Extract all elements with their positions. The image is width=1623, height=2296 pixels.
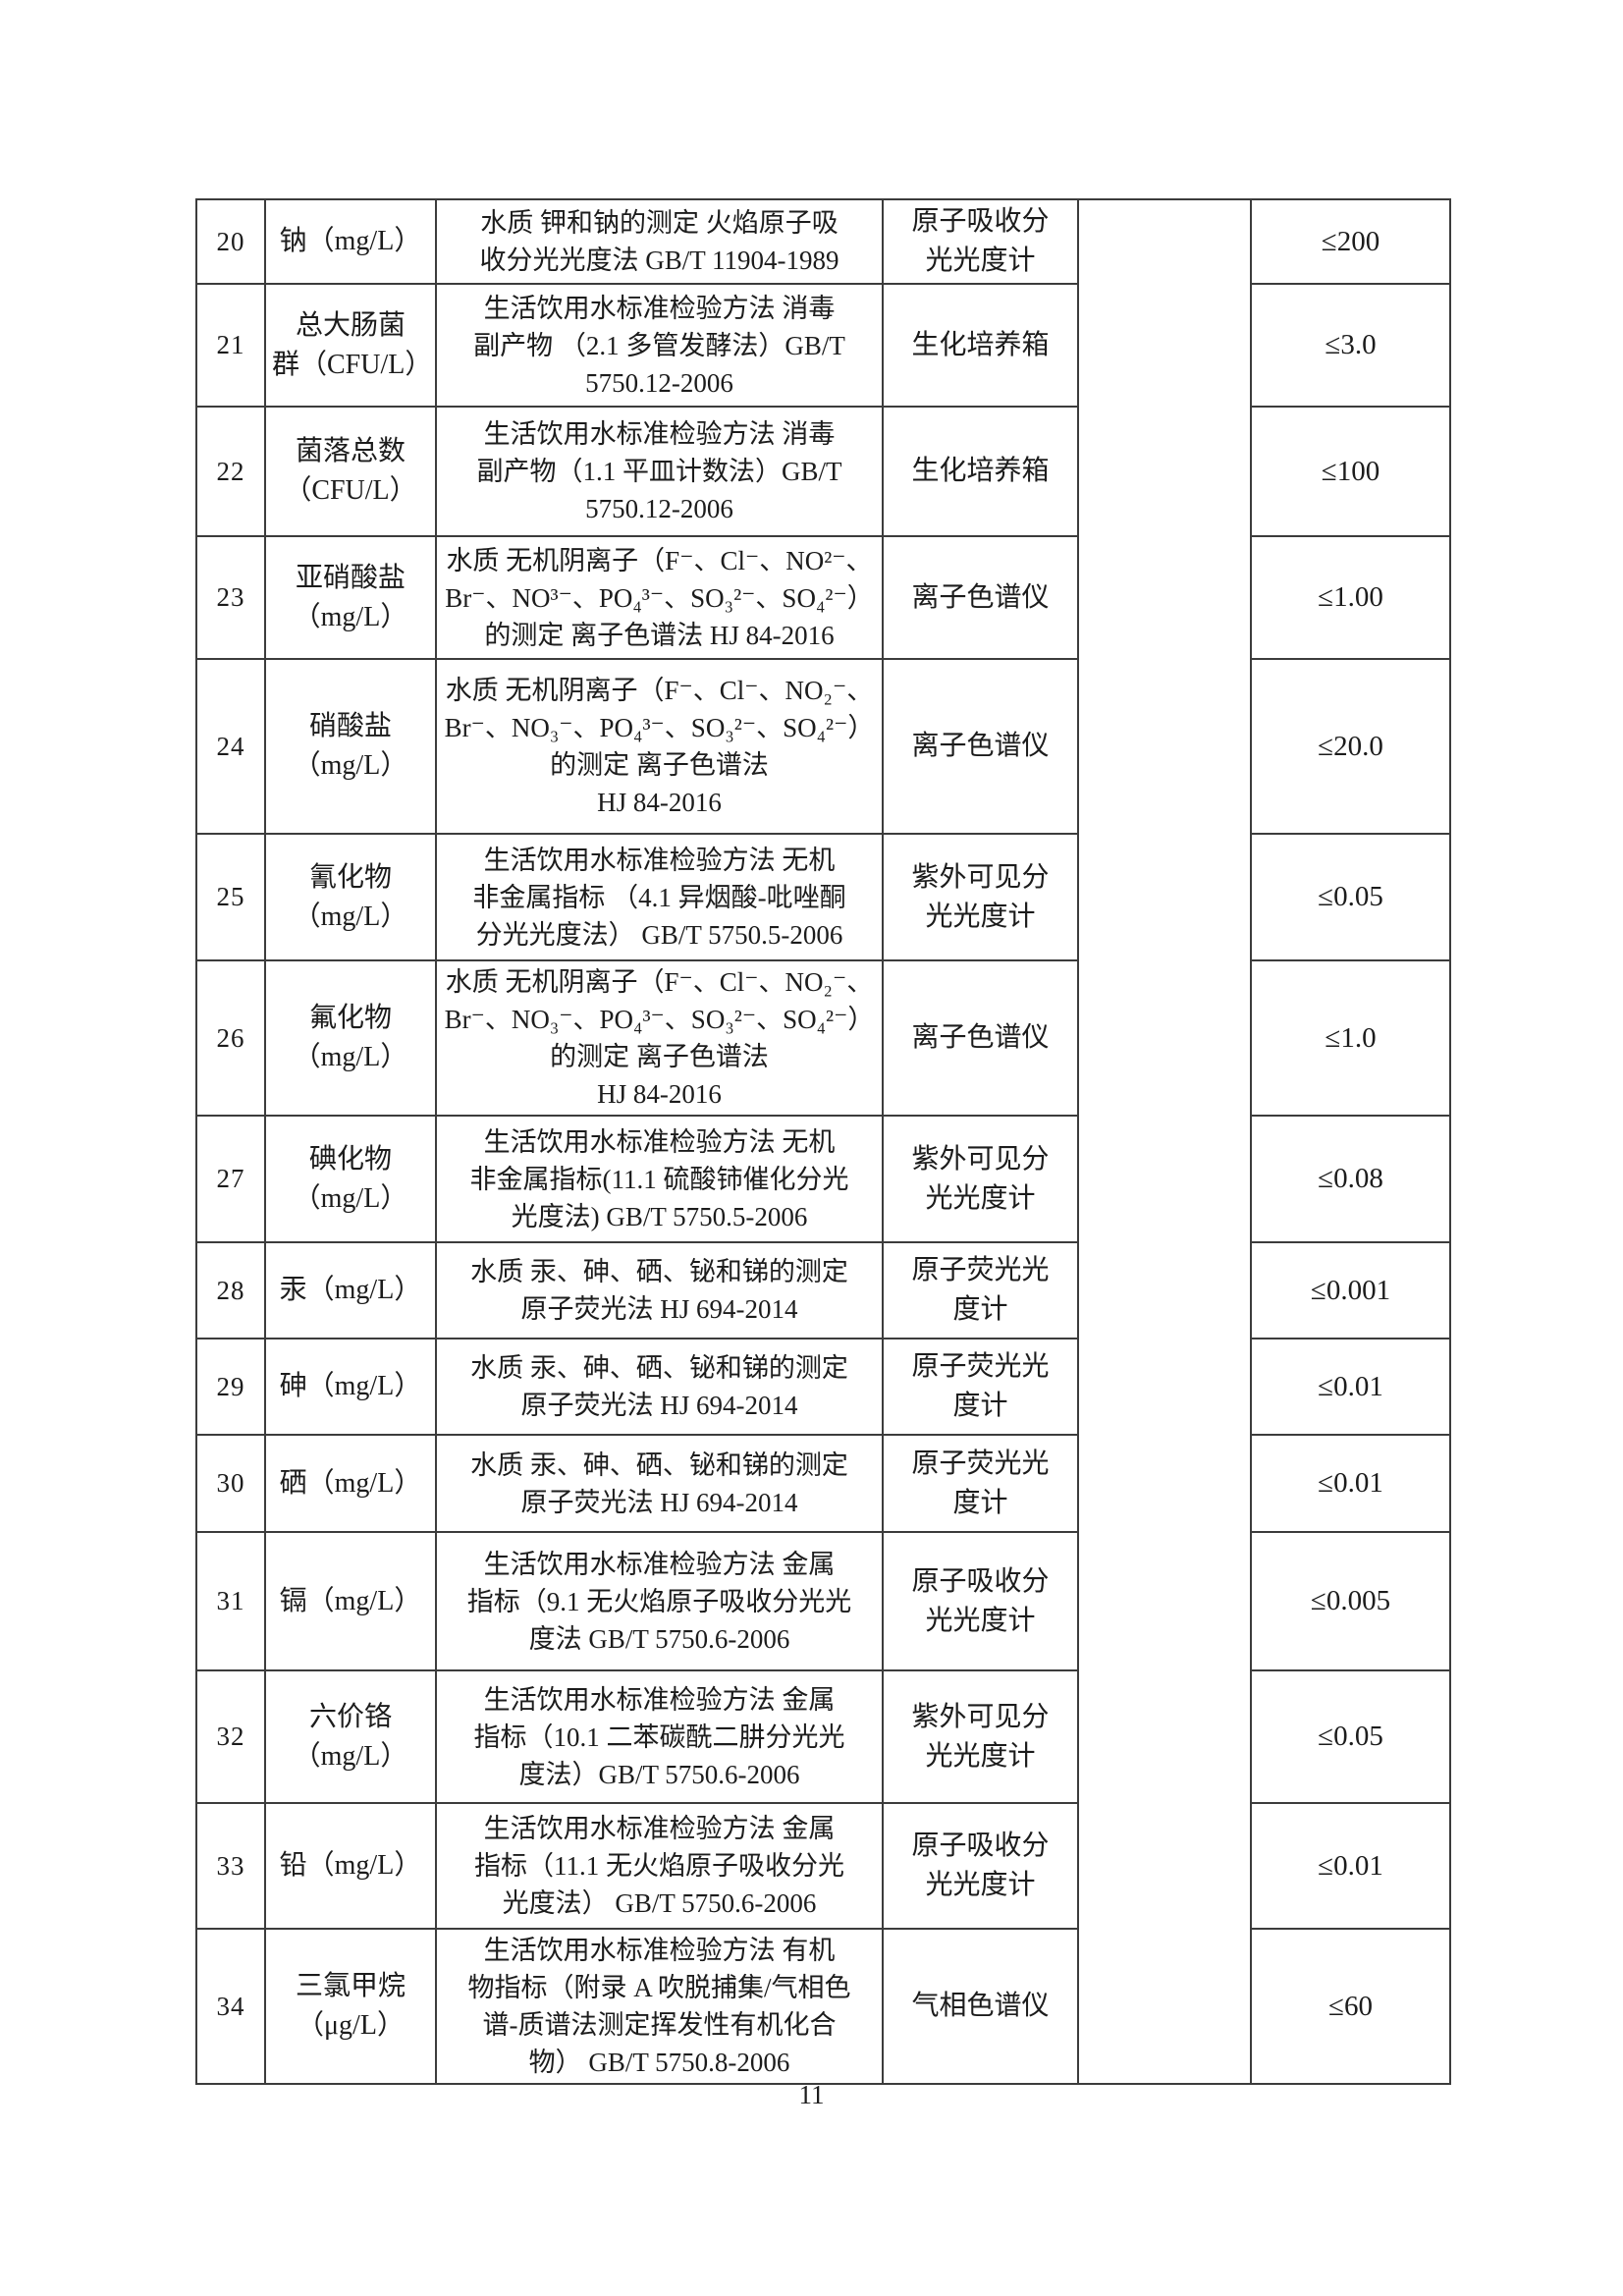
method-cell: 生活饮用水标准检验方法 无机 非金属指标(11.1 硫酸铈催化分光 光度法) G…: [435, 1115, 884, 1243]
instrument-cell: 离子色谱仪: [882, 959, 1079, 1117]
method-cell: 水质 钾和钠的测定 火焰原子吸 收分光光度法 GB/T 11904-1989: [435, 198, 884, 285]
row-number-cell: 22: [195, 406, 266, 537]
parameter-cell: 六价铬 （mg/L）: [264, 1669, 437, 1804]
method-cell: 生活饮用水标准检验方法 有机 物指标（附录 A 吹脱捕集/气相色 谱-质谱法测定…: [435, 1928, 884, 2085]
table-row: 23 亚硝酸盐 （mg/L） 水质 无机阴离子（F⁻、Cl⁻、NO²⁻、 Br⁻…: [195, 535, 1451, 660]
method-cell: 水质 无机阴离子（F⁻、Cl⁻、NO²⁻、 Br⁻、NO³⁻、PO₄³⁻、SO₃…: [435, 535, 884, 660]
parameter-cell: 碘化物 （mg/L）: [264, 1115, 437, 1243]
parameter-cell: 镉（mg/L）: [264, 1531, 437, 1671]
parameter-cell: 砷（mg/L）: [264, 1338, 437, 1436]
instrument-cell: 原子吸收分 光光度计: [882, 1531, 1079, 1671]
parameter-cell: 氟化物 （mg/L）: [264, 959, 437, 1117]
row-number-cell: 20: [195, 198, 266, 285]
limit-cell: ≤0.08: [1250, 1115, 1451, 1243]
limit-cell: ≤100: [1250, 406, 1451, 537]
table-row: 21 总大肠菌 群（CFU/L） 生活饮用水标准检验方法 消毒 副产物 （2.1…: [195, 283, 1451, 408]
instrument-cell: 原子吸收分 光光度计: [882, 198, 1079, 285]
limit-cell: ≤0.01: [1250, 1802, 1451, 1930]
table-row: 34 三氯甲烷 （μg/L） 生活饮用水标准检验方法 有机 物指标（附录 A 吹…: [195, 1928, 1451, 2085]
method-cell: 水质 无机阴离子（F⁻、Cl⁻、NO₂⁻、 Br⁻、NO₃⁻、PO₄³⁻、SO₃…: [435, 959, 884, 1117]
method-cell: 水质 汞、砷、硒、铋和锑的测定 原子荧光法 HJ 694-2014: [435, 1241, 884, 1339]
method-cell: 生活饮用水标准检验方法 金属 指标（9.1 无火焰原子吸收分光光 度法 GB/T…: [435, 1531, 884, 1671]
parameter-cell: 铅（mg/L）: [264, 1802, 437, 1930]
row-number-cell: 32: [195, 1669, 266, 1804]
row-number-cell: 23: [195, 535, 266, 660]
method-cell: 生活饮用水标准检验方法 金属 指标（11.1 无火焰原子吸收分光 光度法） GB…: [435, 1802, 884, 1930]
instrument-cell: 生化培养箱: [882, 283, 1079, 408]
parameter-cell: 汞（mg/L）: [264, 1241, 437, 1339]
instrument-cell: 气相色谱仪: [882, 1928, 1079, 2085]
table-row: 22 菌落总数 （CFU/L） 生活饮用水标准检验方法 消毒 副产物（1.1 平…: [195, 406, 1451, 537]
instrument-cell: 原子荧光光 度计: [882, 1241, 1079, 1339]
method-cell: 生活饮用水标准检验方法 无机 非金属指标 （4.1 异烟酸-吡唑酮 分光光度法）…: [435, 833, 884, 961]
instrument-cell: 紫外可见分 光光度计: [882, 833, 1079, 961]
instrument-cell: 原子荧光光 度计: [882, 1338, 1079, 1436]
limit-cell: ≤0.001: [1250, 1241, 1451, 1339]
instrument-cell: 紫外可见分 光光度计: [882, 1669, 1079, 1804]
method-cell: 水质 汞、砷、硒、铋和锑的测定 原子荧光法 HJ 694-2014: [435, 1434, 884, 1533]
limit-cell: ≤0.005: [1250, 1531, 1451, 1671]
row-number-cell: 25: [195, 833, 266, 961]
limit-cell: ≤60: [1250, 1928, 1451, 2085]
table-row: 30 硒（mg/L） 水质 汞、砷、硒、铋和锑的测定 原子荧光法 HJ 694-…: [195, 1434, 1451, 1533]
row-number-cell: 24: [195, 658, 266, 835]
table-row: 26 氟化物 （mg/L） 水质 无机阴离子（F⁻、Cl⁻、NO₂⁻、 Br⁻、…: [195, 959, 1451, 1117]
parameter-cell: 钠（mg/L）: [264, 198, 437, 285]
method-cell: 生活饮用水标准检验方法 消毒 副产物（1.1 平皿计数法）GB/T 5750.1…: [435, 406, 884, 537]
limit-cell: ≤1.0: [1250, 959, 1451, 1117]
row-number-cell: 29: [195, 1338, 266, 1436]
parameter-cell: 硝酸盐 （mg/L）: [264, 658, 437, 835]
table-row: 33 铅（mg/L） 生活饮用水标准检验方法 金属 指标（11.1 无火焰原子吸…: [195, 1802, 1451, 1930]
instrument-cell: 紫外可见分 光光度计: [882, 1115, 1079, 1243]
instrument-cell: 生化培养箱: [882, 406, 1079, 537]
table-row: 32 六价铬 （mg/L） 生活饮用水标准检验方法 金属 指标（10.1 二苯碳…: [195, 1669, 1451, 1804]
limit-cell: ≤200: [1250, 198, 1451, 285]
limit-cell: ≤0.05: [1250, 833, 1451, 961]
parameter-cell: 三氯甲烷 （μg/L）: [264, 1928, 437, 2085]
row-number-cell: 27: [195, 1115, 266, 1243]
instrument-cell: 原子吸收分 光光度计: [882, 1802, 1079, 1930]
limit-cell: ≤0.01: [1250, 1434, 1451, 1533]
row-number-cell: 34: [195, 1928, 266, 2085]
row-number-cell: 21: [195, 283, 266, 408]
table-row: 28 汞（mg/L） 水质 汞、砷、硒、铋和锑的测定 原子荧光法 HJ 694-…: [195, 1241, 1451, 1339]
limit-cell: ≤3.0: [1250, 283, 1451, 408]
parameter-cell: 菌落总数 （CFU/L）: [264, 406, 437, 537]
table-row: 29 砷（mg/L） 水质 汞、砷、硒、铋和锑的测定 原子荧光法 HJ 694-…: [195, 1338, 1451, 1436]
limit-cell: ≤1.00: [1250, 535, 1451, 660]
instrument-cell: 原子荧光光 度计: [882, 1434, 1079, 1533]
table-row: 24 硝酸盐 （mg/L） 水质 无机阴离子（F⁻、Cl⁻、NO₂⁻、 Br⁻、…: [195, 658, 1451, 835]
water-quality-test-table: 20 钠（mg/L） 水质 钾和钠的测定 火焰原子吸 收分光光度法 GB/T 1…: [195, 198, 1451, 2085]
row-number-cell: 33: [195, 1802, 266, 1930]
table-row: 27 碘化物 （mg/L） 生活饮用水标准检验方法 无机 非金属指标(11.1 …: [195, 1115, 1451, 1243]
limit-cell: ≤0.01: [1250, 1338, 1451, 1436]
row-number-cell: 28: [195, 1241, 266, 1339]
page-number: 11: [798, 2080, 825, 2109]
notes-empty-cell: [1077, 198, 1252, 2085]
row-number-cell: 30: [195, 1434, 266, 1533]
parameter-cell: 氰化物 （mg/L）: [264, 833, 437, 961]
method-cell: 水质 汞、砷、硒、铋和锑的测定 原子荧光法 HJ 694-2014: [435, 1338, 884, 1436]
table-row: 25 氰化物 （mg/L） 生活饮用水标准检验方法 无机 非金属指标 （4.1 …: [195, 833, 1451, 961]
parameter-cell: 亚硝酸盐 （mg/L）: [264, 535, 437, 660]
row-number-cell: 31: [195, 1531, 266, 1671]
instrument-cell: 离子色谱仪: [882, 658, 1079, 835]
parameter-cell: 总大肠菌 群（CFU/L）: [264, 283, 437, 408]
method-cell: 生活饮用水标准检验方法 金属 指标（10.1 二苯碳酰二肼分光光 度法）GB/T…: [435, 1669, 884, 1804]
row-number-cell: 26: [195, 959, 266, 1117]
limit-cell: ≤20.0: [1250, 658, 1451, 835]
parameter-cell: 硒（mg/L）: [264, 1434, 437, 1533]
table-row: 31 镉（mg/L） 生活饮用水标准检验方法 金属 指标（9.1 无火焰原子吸收…: [195, 1531, 1451, 1671]
table-row: 20 钠（mg/L） 水质 钾和钠的测定 火焰原子吸 收分光光度法 GB/T 1…: [195, 198, 1451, 2085]
method-cell: 生活饮用水标准检验方法 消毒 副产物 （2.1 多管发酵法）GB/T 5750.…: [435, 283, 884, 408]
limit-cell: ≤0.05: [1250, 1669, 1451, 1804]
method-cell: 水质 无机阴离子（F⁻、Cl⁻、NO₂⁻、 Br⁻、NO₃⁻、PO₄³⁻、SO₃…: [435, 658, 884, 835]
instrument-cell: 离子色谱仪: [882, 535, 1079, 660]
